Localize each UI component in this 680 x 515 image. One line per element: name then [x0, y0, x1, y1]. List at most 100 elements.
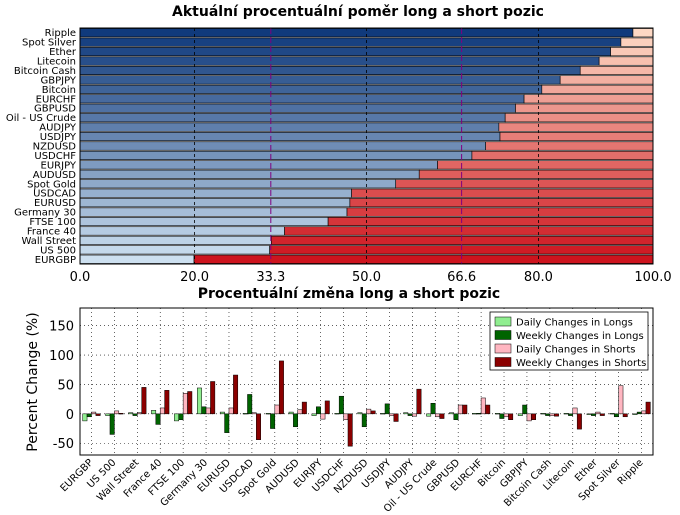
change-bar	[526, 413, 532, 422]
change-bar	[499, 413, 505, 419]
long-bar	[79, 84, 543, 94]
change-bar	[316, 406, 321, 415]
ratio-category-label: Ripple	[45, 28, 76, 39]
short-bar	[346, 207, 654, 217]
ratio-category-label: USDCAD	[33, 189, 76, 200]
x-tick-label: 80.0	[524, 270, 553, 285]
x-tick-label: 100.0	[634, 270, 671, 285]
change-bar	[201, 406, 207, 415]
change-bar	[164, 390, 170, 415]
long-bar	[79, 28, 634, 38]
legend-label: Weekly Changes in Longs	[516, 331, 644, 342]
change-bar	[609, 413, 615, 415]
change-bar	[270, 413, 276, 429]
change-bar	[393, 413, 399, 422]
change-bar	[278, 360, 284, 415]
change-bar	[141, 387, 147, 415]
legend: Daily Changes in Longs Weekly Changes in …	[489, 311, 649, 371]
y-tick-label: -50	[53, 437, 74, 452]
change-bar	[297, 409, 303, 415]
short-bar	[437, 160, 654, 170]
change-bar	[174, 413, 179, 422]
short-bar	[499, 132, 654, 142]
change-bar	[233, 374, 239, 415]
change-bar	[435, 413, 440, 418]
change-bar	[508, 413, 514, 420]
ratio-category-label: Litecoin	[37, 57, 76, 68]
change-bar	[426, 413, 432, 417]
ratio-category-label: FTSE 100	[29, 217, 76, 228]
change-bar	[338, 395, 344, 415]
ratio-category-label: Spot Gold	[27, 179, 76, 190]
change-bar	[251, 412, 257, 415]
x-tick-label: 33.3	[256, 270, 285, 285]
short-bar	[559, 75, 654, 85]
long-bar	[79, 150, 473, 160]
change-bar	[485, 404, 491, 415]
ratio-category-label: GBPUSD	[34, 104, 76, 115]
change-bar	[320, 413, 326, 420]
ratio-grid	[194, 28, 539, 264]
change-bar	[591, 413, 596, 416]
legend-label: Daily Changes in Shorts	[516, 345, 636, 356]
ratio-category-label: GBPJPY	[40, 75, 76, 86]
short-bar	[579, 65, 654, 76]
change-bar	[412, 413, 417, 417]
short-bar	[418, 169, 654, 179]
short-bar	[610, 47, 654, 57]
change-bar	[545, 413, 551, 416]
change-bar	[403, 412, 409, 415]
change-bar	[380, 413, 386, 415]
ratio-category-label: Oil - US Crude	[6, 113, 76, 124]
change-bar	[462, 404, 468, 415]
change-y-ticks: -50 0 50 100 150	[49, 320, 74, 453]
change-bar	[457, 404, 463, 415]
short-bar	[349, 198, 654, 208]
long-bar	[79, 160, 438, 170]
ratio-category-label: EURUSD	[34, 198, 76, 209]
y-tick-label: 50	[57, 378, 74, 393]
short-bar	[351, 188, 654, 198]
change-bar	[109, 413, 115, 435]
ratio-category-label: Bitcoin	[42, 85, 76, 96]
short-bar	[504, 113, 654, 123]
long-bar	[79, 169, 420, 179]
change-bar	[522, 404, 528, 415]
ratio-category-label: Spot Silver	[22, 38, 77, 49]
long-bar	[79, 132, 501, 142]
ratio-category-label: AUDUSD	[33, 170, 77, 181]
change-bar	[82, 413, 88, 422]
change-bar	[595, 411, 601, 415]
change-bar	[159, 407, 165, 415]
change-bar	[86, 413, 92, 418]
change-bar	[274, 404, 280, 415]
change-bar	[324, 400, 330, 415]
x-tick-label: 50.0	[352, 270, 381, 285]
change-bar	[347, 413, 353, 447]
change-bar	[265, 413, 271, 415]
change-bar	[288, 411, 294, 415]
change-bar	[586, 413, 592, 415]
short-bar	[515, 103, 654, 113]
short-bar	[327, 217, 654, 227]
change-bar	[357, 412, 363, 415]
change-bar	[137, 412, 142, 415]
ratio-category-label: US 500	[40, 245, 76, 256]
change-bar	[311, 413, 317, 416]
x-tick-label: 0.0	[70, 270, 91, 285]
ratio-category-label: EURJPY	[41, 160, 77, 171]
x-tick-label: 66.6	[447, 270, 476, 285]
long-bar	[79, 122, 500, 132]
change-bar	[549, 413, 555, 416]
change-bar	[155, 413, 161, 425]
chart-title: Aktuální procentuální poměr long a short…	[172, 4, 544, 20]
change-bar	[91, 411, 97, 415]
y-tick-label: 0	[66, 408, 74, 423]
long-bar	[79, 113, 506, 123]
change-bar	[618, 385, 624, 415]
change-bar	[622, 413, 628, 418]
long-bar	[79, 47, 611, 57]
long-bar	[79, 188, 352, 198]
long-bar	[79, 254, 195, 264]
